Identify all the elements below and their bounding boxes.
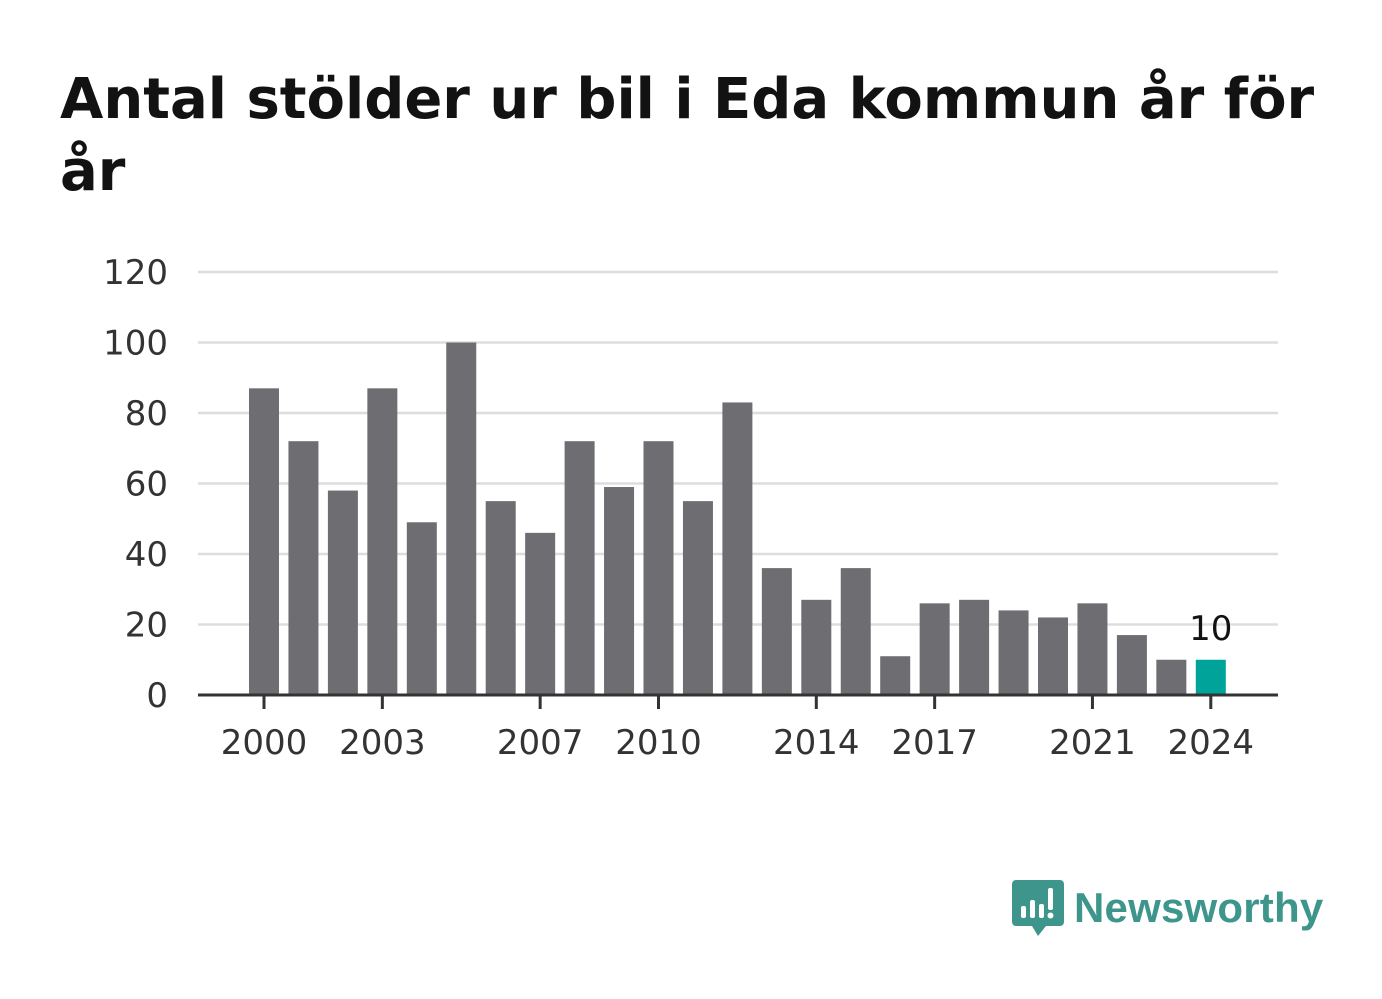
bar-2008	[564, 441, 595, 695]
x-tick-label: 2024	[1168, 723, 1255, 763]
bar-2003	[367, 388, 398, 695]
x-axis: 2000 2003 2007 2010 2014 2017 2021 2024	[198, 693, 1278, 763]
bar-2005	[446, 342, 477, 695]
bar-2024	[1195, 659, 1226, 695]
bar-2013	[761, 568, 792, 695]
bar-2022	[1116, 635, 1147, 695]
bar-2001	[288, 441, 319, 695]
chart-title: Antal stölder ur bil i Eda kommun år för…	[60, 67, 1315, 204]
bar-2007	[525, 532, 556, 695]
x-tick-label: 2007	[497, 723, 584, 763]
y-axis-ticks: 0 20 40 60 80 100 120	[103, 253, 168, 716]
bar-2002	[327, 490, 358, 695]
x-tick-label: 2003	[339, 723, 426, 763]
bar-2004	[406, 522, 437, 695]
bar-2010	[643, 441, 674, 695]
bar-2021	[1077, 603, 1108, 695]
bar-2012	[722, 402, 753, 695]
y-tick-label: 60	[125, 465, 168, 505]
bar-2000	[249, 388, 279, 695]
bar-2015	[840, 568, 871, 695]
data-label-highlight: 10	[1189, 609, 1232, 649]
bar-2009	[604, 487, 635, 695]
y-tick-label: 20	[125, 606, 168, 646]
newsworthy-logo-icon	[1012, 880, 1064, 936]
y-tick-label: 40	[125, 535, 168, 575]
x-tick-label: 2000	[221, 723, 308, 763]
bar-2011	[682, 501, 713, 695]
x-tick-label: 2021	[1049, 723, 1136, 763]
x-tick-label: 2017	[891, 723, 978, 763]
bar-2016	[880, 656, 911, 695]
data-labels: 10	[1189, 609, 1232, 649]
x-tick-label: 2014	[773, 723, 860, 763]
bar-2019	[998, 610, 1029, 695]
bar-2017	[919, 603, 950, 695]
y-tick-label: 100	[103, 324, 168, 364]
bar-2020	[1038, 617, 1068, 695]
bar-2018	[959, 599, 990, 695]
y-tick-label: 120	[103, 253, 168, 293]
bar-2006	[485, 501, 516, 695]
brand-name: Newsworthy	[1074, 884, 1324, 931]
y-tick-label: 80	[125, 394, 168, 434]
bar-2023	[1156, 659, 1187, 695]
bars	[249, 342, 1226, 695]
bar-2014	[801, 599, 832, 695]
x-tick-label: 2010	[615, 723, 702, 763]
brand: Newsworthy	[1010, 876, 1323, 940]
y-tick-label: 0	[146, 676, 168, 716]
